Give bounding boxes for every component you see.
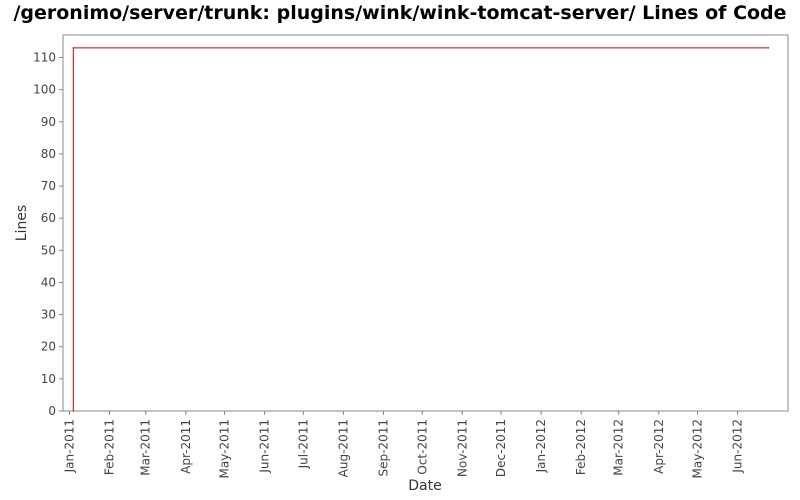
x-tick-label: Apr-2011 (179, 419, 193, 474)
y-tick-label: 30 (41, 308, 56, 322)
y-tick-label: 110 (33, 50, 56, 64)
x-tick-label: Jun-2012 (731, 419, 745, 474)
x-tick-label: Sep-2011 (376, 419, 390, 477)
x-tick-label: Nov-2011 (455, 419, 469, 477)
x-tick-label: Oct-2011 (415, 419, 429, 475)
x-tick-label: Jan-2011 (62, 419, 76, 473)
y-tick-label: 90 (41, 115, 56, 129)
x-tick-label: Jul-2011 (296, 419, 310, 469)
chart-title: /geronimo/server/trunk: plugins/wink/win… (13, 2, 787, 24)
y-tick-label: 40 (41, 275, 56, 289)
x-tick-label: Aug-2011 (336, 419, 350, 477)
x-tick-label: Feb-2012 (574, 419, 588, 475)
series-layer (72, 47, 770, 412)
x-tick-label: Mar-2012 (612, 419, 626, 476)
data-point (72, 47, 74, 49)
y-tick-label: 20 (41, 340, 56, 354)
x-tick-label: Jun-2011 (258, 419, 272, 474)
x-tick-label: May-2011 (218, 419, 232, 478)
y-tick-label: 0 (48, 404, 56, 418)
y-tick-label: 60 (41, 211, 56, 225)
y-tick-label: 70 (41, 179, 56, 193)
data-point (72, 410, 74, 412)
y-axis-label: Lines (14, 205, 30, 241)
y-tick-label: 10 (41, 372, 56, 386)
y-tick-label: 100 (33, 83, 56, 97)
y-tick-label: 50 (41, 243, 56, 257)
y-axis: 0 10 20 30 40 50 60 70 80 90 100 110 (33, 50, 63, 418)
x-tick-label: May-2012 (691, 419, 705, 478)
x-tick-label: Jan-2012 (534, 419, 548, 473)
x-axis-label: Date (408, 478, 441, 494)
x-tick-label: Apr-2012 (652, 419, 666, 474)
x-tick-label: Mar-2011 (139, 419, 153, 476)
data-point (768, 47, 770, 49)
y-tick-label: 80 (41, 147, 56, 161)
x-tick-label: Dec-2011 (494, 419, 508, 477)
x-tick-label: Feb-2011 (103, 419, 117, 475)
x-axis: Jan-2011 Feb-2011 Mar-2011 Apr-2011 May-2011… (62, 411, 745, 478)
plot-area (62, 34, 789, 412)
